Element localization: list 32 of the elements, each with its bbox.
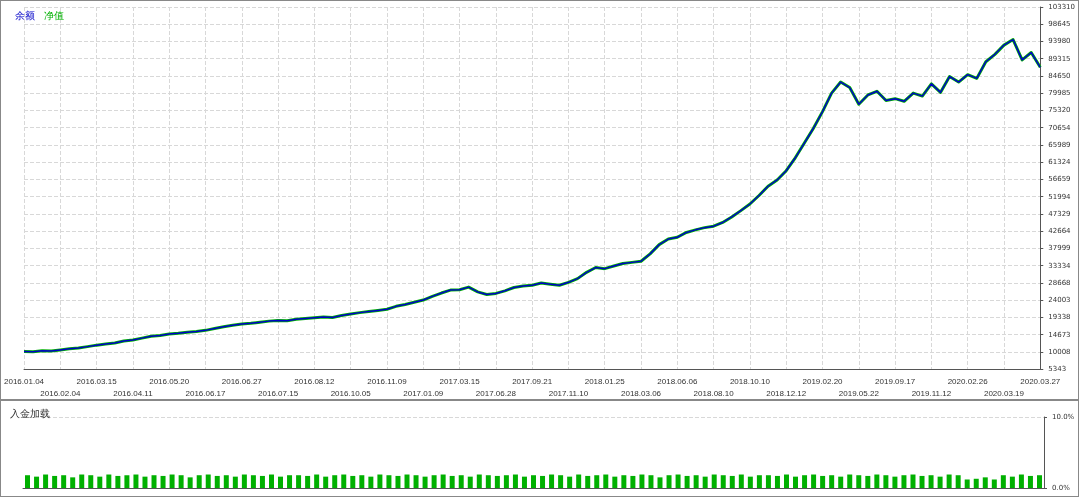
x-tick-label: 2016.06.27 (221, 376, 263, 386)
x-tick-label: 2017.11.10 (548, 388, 589, 398)
x-tick-label: 2016.11.09 (367, 376, 408, 386)
x-tick-label: 2016.02.04 (40, 388, 81, 398)
x-tick-label: 2018.06.06 (657, 376, 698, 386)
x-tick-label: 2016.01.04 (4, 376, 45, 386)
x-tick-label: 2019.02.20 (802, 376, 844, 386)
x-tick-label: 2020.03.19 (983, 388, 1025, 398)
x-tick-label: 2019.09.17 (875, 376, 916, 386)
x-tick-label: 2018.10.10 (729, 376, 771, 386)
x-tick-label: 2018.12.12 (766, 388, 807, 398)
x-tick-label: 2020.02.26 (947, 376, 989, 386)
x-tick-label: 2019.11.12 (911, 388, 952, 398)
x-tick-label: 2020.03.27 (1020, 376, 1061, 386)
x-tick-label: 2016.08.12 (294, 376, 335, 386)
x-tick-label: 2016.10.05 (330, 388, 372, 398)
x-tick-label: 2016.03.15 (76, 376, 118, 386)
chart-title: 入金加载 (10, 407, 50, 419)
x-tick-label: 2018.03.06 (621, 388, 662, 398)
x-tick-label: 2017.06.28 (475, 388, 517, 398)
x-tick-label: 2016.07.15 (258, 388, 299, 398)
x-tick-label: 2016.04.11 (113, 388, 154, 398)
x-tick-label: 2016.05.20 (149, 376, 190, 386)
text: 净值 (44, 9, 64, 21)
x-tick-label: 2018.01.25 (584, 376, 626, 386)
x-tick-label: 2017.01.09 (403, 388, 444, 398)
x-tick-label: 2017.09.21 (512, 376, 553, 386)
text: 余额 (15, 9, 35, 21)
x-tick-label: 2017.03.15 (439, 376, 481, 386)
x-tick-label: 2018.08.10 (693, 388, 735, 398)
x-tick-label: 2016.06.17 (185, 388, 227, 398)
x-tick-label: 2019.05.22 (838, 388, 880, 398)
